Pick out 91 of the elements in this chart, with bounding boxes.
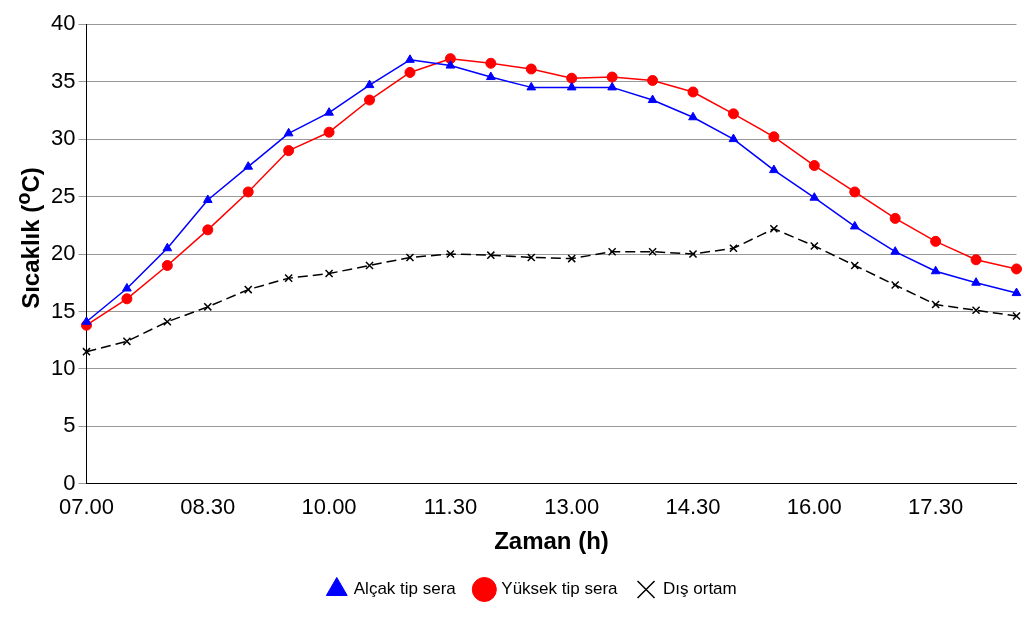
y-tick-label: 5 (63, 412, 76, 438)
point (82, 347, 91, 356)
point (525, 63, 537, 75)
point (122, 337, 132, 346)
legend-label: Yüksek tip sera (501, 579, 619, 599)
x-axis-title: Zaman (h) (494, 527, 609, 555)
x-tick-label: 07.00 (58, 494, 114, 520)
point (1011, 263, 1022, 275)
point (365, 261, 374, 270)
y-tick-label: 10 (50, 354, 76, 380)
point (688, 249, 698, 259)
point (688, 111, 698, 121)
point (1011, 287, 1022, 297)
point (404, 66, 416, 78)
point (324, 107, 334, 116)
point (202, 194, 213, 203)
x-tick-label: 16.00 (786, 494, 842, 520)
point (121, 293, 133, 305)
point (729, 243, 738, 253)
point (283, 127, 294, 137)
point (364, 94, 376, 106)
point (364, 79, 375, 89)
x-tick-label: 10.00 (301, 494, 357, 520)
point (162, 242, 173, 252)
point (849, 220, 860, 230)
point (243, 161, 254, 170)
point (971, 306, 981, 315)
point (850, 261, 860, 270)
point (607, 247, 617, 256)
point (970, 254, 982, 266)
point (606, 71, 618, 83)
point (769, 224, 779, 234)
point (283, 145, 295, 157)
point (324, 269, 334, 278)
legend-label: Alçak tip sera (353, 579, 457, 599)
point (567, 254, 576, 263)
point (486, 71, 496, 81)
point (526, 81, 537, 91)
y-tick-label: 30 (50, 125, 76, 151)
y-tick-label: 35 (50, 67, 76, 93)
point (405, 253, 415, 262)
point (889, 212, 901, 224)
point (971, 277, 981, 286)
point (808, 160, 820, 172)
point (243, 285, 253, 294)
x-tick-label: 14.30 (665, 494, 721, 520)
point (890, 246, 901, 255)
point (648, 247, 657, 256)
point (809, 192, 820, 201)
point (727, 108, 739, 120)
point (81, 316, 92, 325)
point (566, 72, 578, 84)
point (485, 57, 497, 69)
point (122, 282, 132, 292)
point (1012, 311, 1021, 321)
point (769, 164, 779, 174)
y-tick-label: 25 (50, 182, 76, 208)
point (163, 317, 172, 327)
point (728, 133, 739, 143)
y-tick-label: 15 (50, 297, 76, 323)
x-tick-label: 08.30 (180, 494, 236, 520)
point (607, 81, 617, 91)
point (849, 186, 861, 198)
y-tick-label: 20 (50, 240, 76, 266)
point (405, 54, 415, 63)
point (242, 186, 254, 198)
x-tick-label: 17.30 (908, 494, 964, 520)
point (323, 126, 335, 138)
point (566, 81, 577, 91)
point (202, 224, 214, 236)
y-tick-label: 40 (50, 10, 76, 36)
y-tick-label: 0 (63, 469, 76, 495)
point (687, 86, 699, 98)
x-tick-label: 11.30 (423, 494, 478, 520)
point (930, 265, 941, 275)
point (486, 250, 496, 260)
point (890, 280, 900, 290)
point (161, 259, 173, 271)
point (284, 273, 293, 283)
point (647, 94, 658, 104)
point (810, 241, 819, 251)
point (526, 253, 536, 262)
point (647, 75, 659, 86)
point (446, 249, 455, 259)
point (931, 300, 940, 309)
point (930, 235, 942, 247)
point (203, 302, 213, 312)
x-tick-label: 13.00 (544, 494, 600, 520)
point (768, 131, 780, 143)
legend-label: Dış ortam (663, 579, 737, 599)
point (445, 60, 456, 69)
